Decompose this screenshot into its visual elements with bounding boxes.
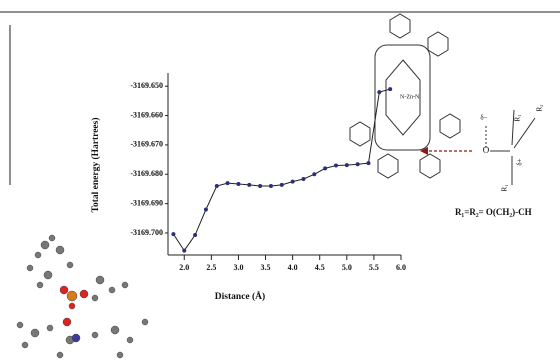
x-tick-label: 3.5 (261, 263, 271, 272)
x-tick-label: 5.5 (369, 263, 379, 272)
figure: Distance (Å) Total energy (Hartrees) N-Z… (0, 0, 560, 363)
x-tick-label: 6.0 (396, 263, 406, 272)
y-tick-label: -3169.670 (130, 140, 163, 149)
data-point (345, 163, 349, 167)
y-tick-label: -3169.700 (130, 228, 163, 237)
r1-label: R₁ (514, 114, 522, 121)
x-tick-label: 2.0 (179, 263, 189, 272)
data-point (388, 87, 392, 91)
x-tick-label: 5.0 (342, 263, 352, 272)
data-point (356, 162, 360, 166)
data-point (301, 177, 305, 181)
x-tick-label: 2.5 (206, 263, 216, 272)
data-point (323, 166, 327, 170)
x-tick-label: 4.5 (315, 263, 325, 272)
data-point (312, 172, 316, 176)
r2-label: R₂ (536, 104, 544, 112)
phosphorus-sketch (486, 110, 535, 185)
data-point (258, 184, 262, 188)
y-tick-label: -3169.660 (130, 110, 163, 119)
data-point (280, 183, 284, 187)
r1-label-lower: R₁ (501, 184, 509, 191)
y-tick-label: -3169.650 (130, 81, 163, 90)
substituent-note: R₁=R₂= O(CH₂)-CH (455, 207, 532, 217)
data-point (226, 181, 230, 185)
data-point (334, 163, 338, 167)
porphyrin-sketch: N-Zn-N (350, 14, 460, 178)
svg-text:N-Zn-N: N-Zn-N (400, 94, 420, 100)
x-tick-label: 4.0 (288, 263, 298, 272)
data-point (247, 183, 251, 187)
data-point (182, 249, 186, 253)
data-point (193, 233, 197, 237)
data-point (291, 180, 295, 184)
delta-plus: δ+ (516, 158, 524, 165)
x-tick-label: 3.0 (233, 263, 243, 272)
delta-minus: δ− (480, 114, 487, 122)
x-axis-title: Distance (Å) (215, 290, 265, 302)
oxygen-label: O (483, 145, 490, 155)
data-point (215, 184, 219, 188)
y-tick-label: -3169.680 (130, 169, 163, 178)
data-point (377, 90, 381, 94)
y-tick-label: -3169.690 (130, 198, 163, 207)
data-line (173, 89, 390, 250)
data-point (171, 232, 175, 236)
data-point (269, 184, 273, 188)
data-point (236, 182, 240, 186)
y-axis-title: Total energy (Hartrees) (90, 118, 101, 213)
data-point (204, 208, 208, 212)
molecule-3d-sketch (17, 235, 148, 358)
data-point (366, 161, 370, 165)
